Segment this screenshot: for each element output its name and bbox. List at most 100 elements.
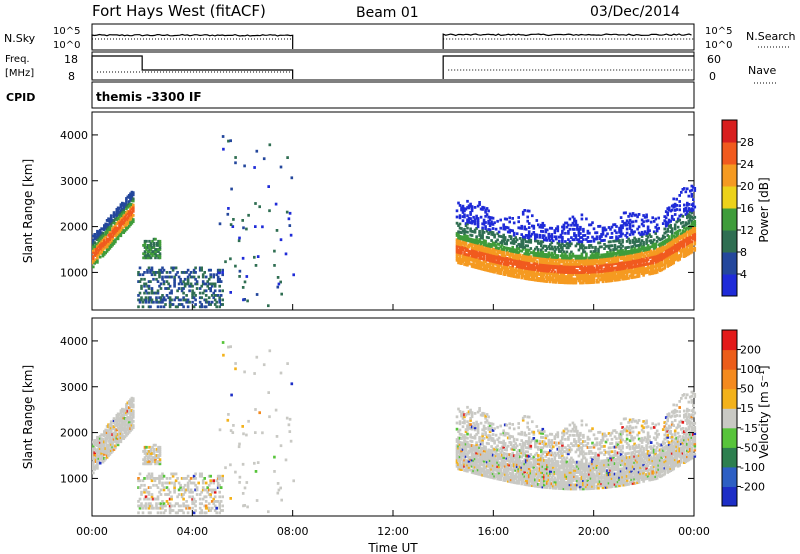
power-cell — [158, 284, 161, 288]
velocity-cell — [121, 414, 124, 417]
velocity-cell — [491, 470, 495, 473]
power-cell — [469, 227, 472, 231]
power-cell — [619, 228, 623, 232]
power-cell — [670, 239, 674, 243]
power-cell — [92, 242, 95, 246]
power-cell — [186, 275, 190, 279]
velocity-cell — [497, 449, 501, 452]
power-cell — [597, 268, 600, 272]
power-cell — [619, 255, 623, 259]
power-cell — [535, 252, 539, 255]
power-cell — [606, 273, 609, 277]
power-cell — [467, 216, 471, 220]
power-cell — [497, 267, 501, 271]
power-cell — [543, 234, 546, 238]
power-cell — [119, 217, 123, 221]
power-cell — [670, 208, 674, 212]
power-cell — [628, 274, 632, 278]
power-cell — [167, 275, 170, 279]
power-cell — [586, 279, 590, 283]
power-cell — [531, 267, 534, 271]
power-cell — [126, 212, 130, 215]
power-cell — [127, 212, 131, 216]
velocity-cell — [458, 449, 462, 452]
power-cell — [562, 264, 566, 268]
power-cell — [143, 282, 146, 286]
velocity-cell — [473, 426, 477, 430]
power-cell — [104, 222, 107, 226]
velocity-cell — [159, 504, 163, 508]
velocity-cell — [146, 450, 150, 453]
power-cell — [576, 265, 579, 268]
power-cell — [612, 254, 615, 258]
velocity-cell — [97, 442, 101, 446]
power-cell — [538, 242, 542, 245]
velocity-cell — [491, 462, 495, 465]
power-cell — [658, 248, 662, 252]
velocity-cell — [275, 435, 279, 438]
power-cell — [469, 239, 472, 243]
power-cell — [690, 209, 694, 213]
power-cell — [693, 236, 697, 240]
power-cell — [180, 287, 184, 290]
power-cell — [92, 255, 95, 258]
power-cell — [473, 259, 477, 263]
power-cell — [652, 248, 656, 252]
power-cell — [672, 257, 675, 261]
velocity-cell — [222, 353, 225, 357]
velocity-cell — [475, 451, 478, 455]
velocity-cell — [458, 467, 462, 471]
power-cell — [621, 275, 624, 279]
power-cell — [109, 222, 113, 226]
velocity-cell — [221, 509, 224, 512]
power-cell — [180, 289, 184, 293]
power-cell — [642, 214, 645, 217]
power-cell — [658, 254, 662, 258]
power-cell — [637, 274, 641, 278]
power-cell — [652, 244, 656, 248]
power-cell — [121, 216, 124, 219]
power-cell — [526, 248, 529, 252]
power-cell — [690, 207, 694, 211]
power-cell — [143, 244, 147, 247]
power-cell — [639, 241, 642, 245]
velocity-cell — [457, 444, 460, 448]
power-cell — [664, 247, 668, 251]
power-cell — [523, 246, 526, 249]
power-cell — [559, 279, 563, 282]
power-cell — [529, 273, 533, 277]
velocity-cell — [148, 462, 151, 466]
power-cell — [607, 252, 611, 256]
power-cell — [625, 262, 629, 266]
velocity-cell — [156, 497, 160, 501]
power-cell — [666, 246, 669, 250]
power-cell — [556, 245, 560, 249]
power-cell — [146, 271, 149, 274]
power-cell — [467, 204, 471, 208]
power-cell — [622, 250, 626, 254]
velocity-cell — [466, 463, 469, 467]
velocity-cell — [195, 493, 199, 496]
power-cell — [540, 277, 543, 281]
power-cell — [546, 261, 549, 265]
power-cell — [470, 258, 474, 262]
power-cell — [541, 234, 545, 237]
power-cell — [479, 257, 483, 260]
power-cell — [684, 221, 688, 225]
power-cell — [559, 266, 563, 270]
power-cell — [457, 253, 460, 256]
velocity-cell — [103, 430, 106, 433]
power-cell — [639, 247, 642, 251]
power-cell — [628, 258, 632, 261]
power-cell — [130, 195, 134, 198]
power-cell — [586, 236, 590, 239]
power-cell — [526, 269, 529, 273]
velocity-cell — [109, 420, 113, 424]
power-cell — [615, 268, 618, 272]
power-cell — [657, 247, 660, 251]
power-cell — [466, 255, 469, 259]
power-cell — [107, 229, 110, 233]
power-cell — [640, 230, 644, 234]
power-cell — [567, 265, 570, 268]
velocity-cell — [116, 416, 120, 420]
